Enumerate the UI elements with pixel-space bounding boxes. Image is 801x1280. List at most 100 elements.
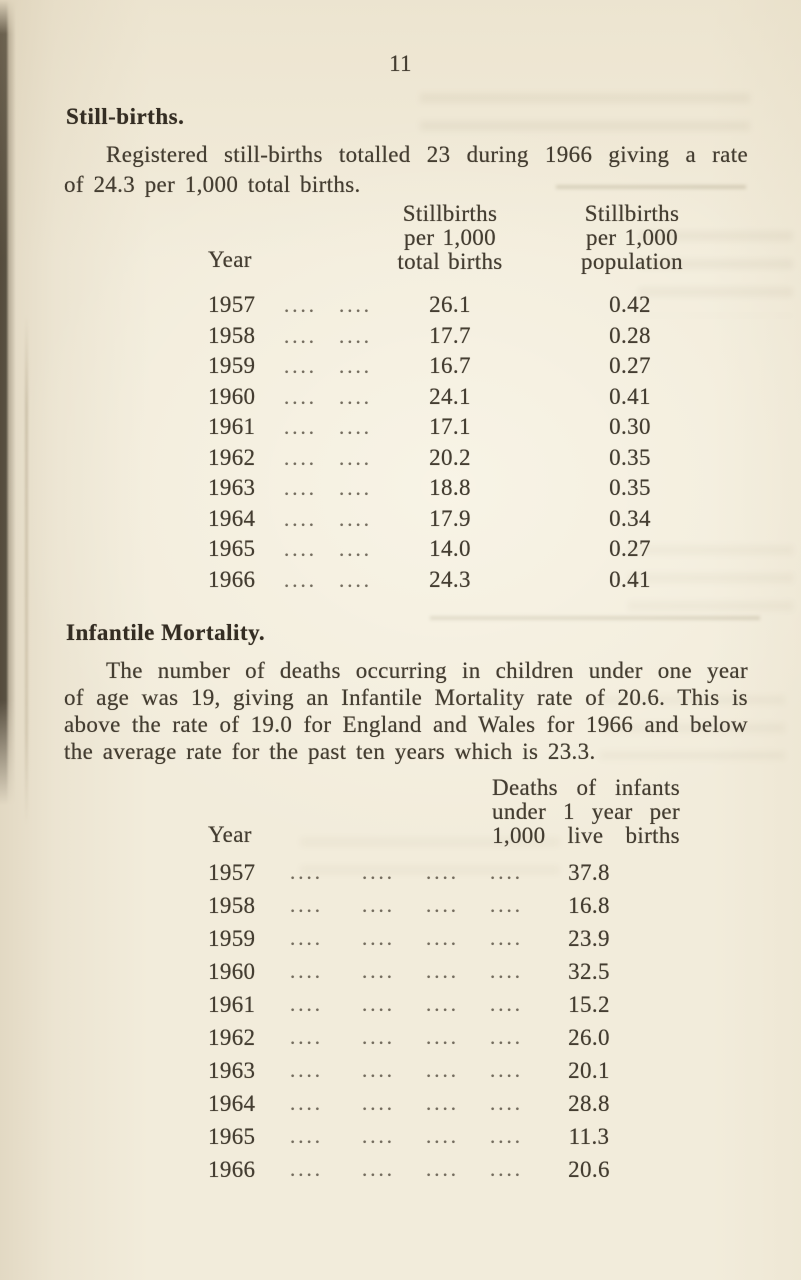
rate-per-total-births-cell: 24.3 (429, 566, 471, 592)
rate-per-population-cell: 0.41 (609, 566, 651, 592)
table-row: 1962 .... .... 20.2 0.35 (0, 443, 801, 474)
infantile-mortality-paragraph: The number of deaths occurring in childr… (64, 657, 748, 765)
dot-leader: .... (362, 926, 395, 950)
dot-leader: .... (339, 323, 372, 348)
dot-leader: .... (339, 445, 372, 470)
rate-per-population-cell: 0.30 (609, 414, 651, 439)
dot-leader: .... (290, 1157, 323, 1181)
dot-leader: .... (339, 293, 372, 317)
dot-leader: .... (339, 506, 372, 531)
infant-mortality-rate-cell: 23.9 (568, 926, 610, 951)
rate-per-population-cell: 0.35 (609, 444, 651, 470)
table-row: 1964 .... .... .... .... 28.8 (0, 1087, 801, 1120)
header-line: Stillbirths (402, 201, 498, 226)
infantile-table-year-header: Year (208, 822, 252, 847)
stillbirths-table-header-population: Stillbirths per 1,000 population (532, 202, 732, 274)
paragraph-line: above the rate of 19.0 for England and W… (64, 712, 748, 737)
header-line: total births (397, 249, 503, 274)
header-line: per 1,000 (585, 225, 679, 250)
paragraph-line: of age was 19, giving an Infantile Morta… (64, 685, 748, 710)
table-row: 1963 .... .... .... .... 20.1 (0, 1054, 801, 1087)
table-row: 1958 .... .... .... .... 16.8 (0, 889, 801, 922)
bleed-through-rule (430, 616, 760, 620)
rate-per-total-births-cell: 20.2 (429, 444, 471, 470)
year-cell: 1958 (208, 322, 256, 348)
dot-leader: .... (426, 860, 459, 884)
header-line: Deaths of infants (492, 775, 680, 800)
dot-leader: .... (362, 1058, 395, 1082)
header-line: 1,000 live births (492, 823, 680, 848)
dot-leader: .... (284, 476, 317, 500)
rate-per-population-cell: 0.34 (609, 505, 651, 531)
dot-leader: .... (426, 1124, 459, 1148)
infant-mortality-rate-cell: 11.3 (568, 1124, 610, 1149)
infant-mortality-rate-cell: 26.0 (568, 1025, 610, 1050)
header-line: per 1,000 (403, 225, 497, 250)
stillbirths-paragraph: Registered still-births totalled 23 duri… (64, 140, 748, 200)
dot-leader: .... (339, 384, 372, 409)
dot-leader: .... (290, 1025, 323, 1049)
dot-leader: .... (362, 1124, 395, 1148)
dot-leader: .... (426, 959, 459, 983)
table-row: 1965 .... .... .... .... 11.3 (0, 1120, 801, 1153)
dot-leader: .... (362, 1157, 395, 1181)
rate-per-population-cell: 0.41 (609, 383, 651, 409)
infant-mortality-rate-cell: 28.8 (568, 1091, 610, 1116)
table-row: 1959 .... .... .... .... 23.9 (0, 922, 801, 955)
dot-leader: .... (284, 354, 317, 378)
year-cell: 1966 (208, 1157, 256, 1182)
table-row: 1961 .... .... .... .... 15.2 (0, 988, 801, 1021)
dot-leader: .... (490, 893, 523, 917)
dot-leader: .... (362, 860, 395, 884)
paragraph-line: of 24.3 per 1,000 total births. (64, 172, 361, 197)
infant-mortality-rate-cell: 15.2 (568, 992, 610, 1017)
header-line: under 1 year per (492, 799, 680, 824)
dot-leader: .... (284, 384, 317, 409)
table-row: 1965 .... .... 14.0 0.27 (0, 534, 801, 565)
table-row: 1961 .... .... 17.1 0.30 (0, 412, 801, 443)
year-cell: 1961 (208, 414, 256, 439)
year-cell: 1966 (208, 566, 256, 592)
dot-leader: .... (426, 1025, 459, 1049)
rate-per-total-births-cell: 17.9 (429, 505, 471, 531)
year-cell: 1965 (208, 536, 256, 561)
year-cell: 1964 (208, 505, 256, 531)
year-cell: 1960 (208, 383, 256, 409)
table-row: 1958 .... .... 17.7 0.28 (0, 321, 801, 352)
dot-leader: .... (290, 860, 323, 884)
dot-leader: .... (490, 1025, 523, 1049)
dot-leader: .... (290, 926, 323, 950)
dot-leader: .... (290, 1124, 323, 1148)
rate-per-total-births-cell: 16.7 (429, 353, 471, 378)
table-row: 1966 .... .... 24.3 0.41 (0, 565, 801, 596)
dot-leader: .... (426, 1058, 459, 1082)
rate-per-total-births-cell: 18.8 (429, 475, 471, 500)
year-cell: 1963 (208, 475, 256, 500)
rate-per-total-births-cell: 24.1 (429, 383, 471, 409)
dot-leader: .... (284, 323, 317, 348)
header-line: population (581, 249, 683, 274)
rate-per-total-births-cell: 14.0 (429, 536, 471, 561)
dot-leader: .... (284, 445, 317, 470)
scan-edge-shadow (0, 0, 16, 820)
paragraph-line: the average rate for the past ten years … (64, 739, 596, 764)
year-cell: 1961 (208, 992, 256, 1017)
dot-leader: .... (426, 1157, 459, 1181)
year-cell: 1957 (208, 292, 256, 317)
dot-leader: .... (490, 1091, 523, 1115)
year-cell: 1963 (208, 1058, 256, 1083)
stillbirths-table-year-header: Year (208, 247, 252, 272)
dot-leader: .... (290, 959, 323, 983)
infant-mortality-rate-cell: 37.8 (568, 860, 610, 885)
dot-leader: .... (284, 567, 317, 592)
table-row: 1960 .... .... .... .... 32.5 (0, 955, 801, 988)
infant-mortality-rate-cell: 32.5 (568, 959, 610, 984)
infantile-mortality-heading: Infantile Mortality. (66, 620, 266, 645)
table-row: 1964 .... .... 17.9 0.34 (0, 504, 801, 535)
dot-leader: .... (426, 1091, 459, 1115)
rate-per-population-cell: 0.28 (609, 322, 651, 348)
dot-leader: .... (290, 992, 323, 1016)
year-cell: 1965 (208, 1124, 256, 1149)
stillbirths-table-header-total-births: Stillbirths per 1,000 total births (350, 202, 550, 274)
